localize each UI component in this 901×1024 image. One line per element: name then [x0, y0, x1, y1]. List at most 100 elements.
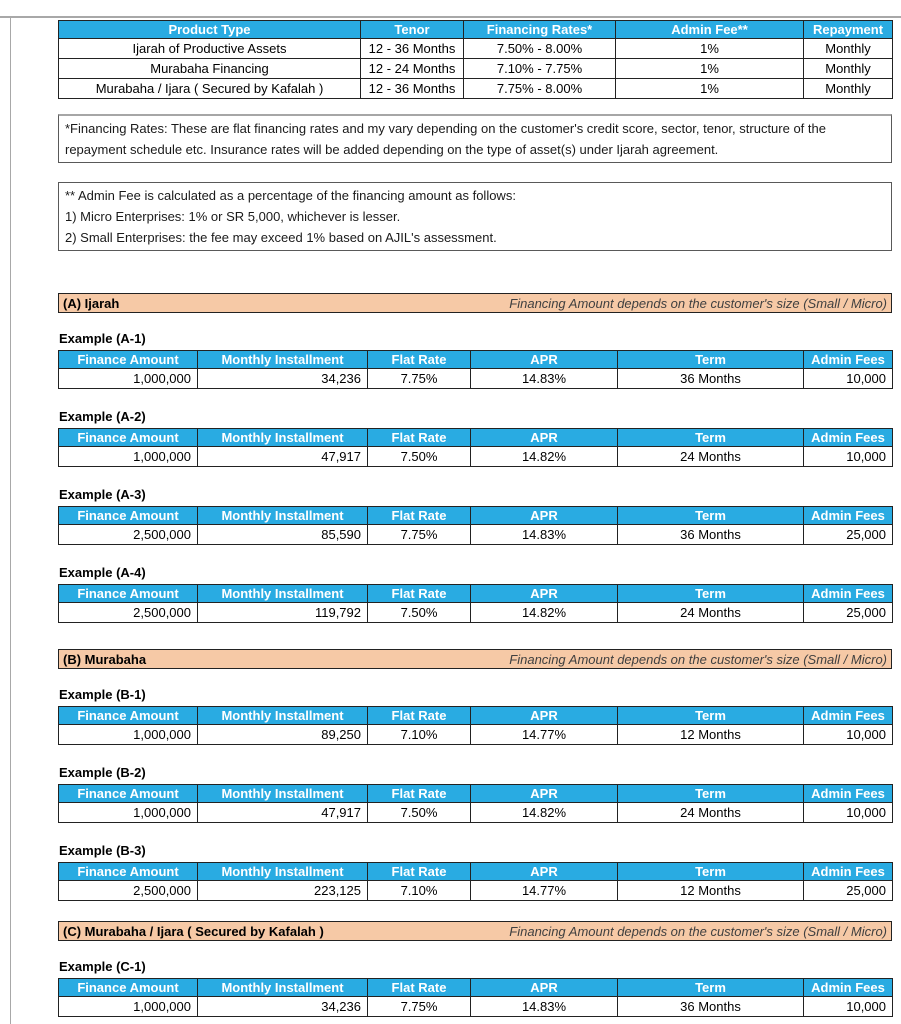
header-admin-fee: Admin Fee**: [615, 20, 804, 39]
table-row: Murabaha Financing 12 - 24 Months 7.10% …: [58, 58, 893, 79]
admin-fee-footnote: ** Admin Fee is calculated as a percenta…: [58, 182, 892, 251]
example-table: Finance Amount Monthly Installment Flat …: [58, 862, 893, 901]
cell-term: 36 Months: [617, 368, 804, 389]
page-break-line-horizontal: [0, 16, 901, 18]
products-table: Product Type Tenor Financing Rates* Admi…: [58, 20, 893, 99]
example-table: Finance Amount Monthly Installment Flat …: [58, 350, 893, 389]
header-admin-fees: Admin Fees: [803, 784, 893, 803]
header-term: Term: [617, 428, 804, 447]
cell-finance-amount: 1,000,000: [58, 368, 198, 389]
header-term: Term: [617, 584, 804, 603]
cell-finance-amount: 1,000,000: [58, 996, 198, 1017]
cell-financing-rates: 7.50% - 8.00%: [463, 38, 616, 59]
example-header-row: Finance Amount Monthly Installment Flat …: [58, 584, 893, 603]
header-flat-rate: Flat Rate: [367, 584, 471, 603]
cell-monthly-installment: 85,590: [197, 524, 368, 545]
cell-term: 36 Months: [617, 996, 804, 1017]
page-break-line-vertical: [10, 16, 11, 1024]
example-block-a1: Example (A-1) Finance Amount Monthly Ins…: [58, 331, 893, 389]
cell-flat-rate: 7.50%: [367, 446, 471, 467]
cell-apr: 14.82%: [470, 446, 618, 467]
cell-term: 24 Months: [617, 446, 804, 467]
header-monthly-installment: Monthly Installment: [197, 862, 368, 881]
cell-apr: 14.83%: [470, 368, 618, 389]
example-table: Finance Amount Monthly Installment Flat …: [58, 784, 893, 823]
cell-financing-rates: 7.10% - 7.75%: [463, 58, 616, 79]
cell-finance-amount: 2,500,000: [58, 602, 198, 623]
header-flat-rate: Flat Rate: [367, 978, 471, 997]
cell-admin-fee: 1%: [615, 58, 804, 79]
example-table: Finance Amount Monthly Installment Flat …: [58, 584, 893, 623]
header-admin-fees: Admin Fees: [803, 978, 893, 997]
header-financing-rates: Financing Rates*: [463, 20, 616, 39]
example-label: Example (A-2): [59, 409, 146, 424]
cell-admin-fees: 10,000: [803, 368, 893, 389]
example-label: Example (B-3): [59, 843, 146, 858]
cell-term: 24 Months: [617, 802, 804, 823]
header-repayment: Repayment: [803, 20, 893, 39]
cell-finance-amount: 1,000,000: [58, 802, 198, 823]
header-admin-fees: Admin Fees: [803, 706, 893, 725]
header-monthly-installment: Monthly Installment: [197, 584, 368, 603]
example-block-b2: Example (B-2) Finance Amount Monthly Ins…: [58, 765, 893, 823]
table-row: 1,000,000 47,917 7.50% 14.82% 24 Months …: [58, 446, 893, 467]
cell-finance-amount: 1,000,000: [58, 446, 198, 467]
section-band-murabaha-ijara-kafalah: (C) Murabaha / Ijara ( Secured by Kafala…: [58, 921, 892, 941]
header-finance-amount: Finance Amount: [58, 428, 198, 447]
header-admin-fees: Admin Fees: [803, 506, 893, 525]
header-flat-rate: Flat Rate: [367, 428, 471, 447]
header-apr: APR: [470, 978, 618, 997]
header-apr: APR: [470, 584, 618, 603]
example-header-row: Finance Amount Monthly Installment Flat …: [58, 784, 893, 803]
example-table: Finance Amount Monthly Installment Flat …: [58, 978, 893, 1017]
example-header-row: Finance Amount Monthly Installment Flat …: [58, 506, 893, 525]
example-block-a2: Example (A-2) Finance Amount Monthly Ins…: [58, 409, 893, 467]
header-monthly-installment: Monthly Installment: [197, 428, 368, 447]
cell-admin-fees: 25,000: [803, 880, 893, 901]
cell-term: 24 Months: [617, 602, 804, 623]
footnote-line: 2) Small Enterprises: the fee may exceed…: [65, 230, 497, 245]
cell-repayment: Monthly: [803, 78, 893, 99]
example-header-row: Finance Amount Monthly Installment Flat …: [58, 428, 893, 447]
cell-apr: 14.83%: [470, 524, 618, 545]
example-block-c1: Example (C-1) Finance Amount Monthly Ins…: [58, 959, 893, 1017]
header-admin-fees: Admin Fees: [803, 584, 893, 603]
table-row: 2,500,000 223,125 7.10% 14.77% 12 Months…: [58, 880, 893, 901]
cell-product-type: Ijarah of Productive Assets: [58, 38, 361, 59]
header-apr: APR: [470, 350, 618, 369]
header-term: Term: [617, 350, 804, 369]
cell-financing-rates: 7.75% - 8.00%: [463, 78, 616, 99]
cell-flat-rate: 7.50%: [367, 602, 471, 623]
cell-admin-fee: 1%: [615, 78, 804, 99]
cell-term: 12 Months: [617, 880, 804, 901]
table-row: 1,000,000 89,250 7.10% 14.77% 12 Months …: [58, 724, 893, 745]
cell-monthly-installment: 47,917: [197, 446, 368, 467]
table-row: 2,500,000 85,590 7.75% 14.83% 36 Months …: [58, 524, 893, 545]
table-row: 1,000,000 34,236 7.75% 14.83% 36 Months …: [58, 996, 893, 1017]
cell-monthly-installment: 119,792: [197, 602, 368, 623]
cell-apr: 14.77%: [470, 880, 618, 901]
cell-admin-fees: 25,000: [803, 602, 893, 623]
section-band-ijarah: (A) Ijarah Financing Amount depends on t…: [58, 293, 892, 313]
products-header-row: Product Type Tenor Financing Rates* Admi…: [58, 20, 893, 39]
cell-finance-amount: 2,500,000: [58, 880, 198, 901]
example-block-a3: Example (A-3) Finance Amount Monthly Ins…: [58, 487, 893, 545]
example-label: Example (B-1): [59, 687, 146, 702]
section-title: (B) Murabaha: [63, 651, 147, 667]
header-monthly-installment: Monthly Installment: [197, 784, 368, 803]
cell-finance-amount: 1,000,000: [58, 724, 198, 745]
cell-monthly-installment: 34,236: [197, 368, 368, 389]
cell-flat-rate: 7.75%: [367, 524, 471, 545]
section-note: Financing Amount depends on the customer…: [509, 295, 887, 311]
example-header-row: Finance Amount Monthly Installment Flat …: [58, 862, 893, 881]
example-label: Example (A-1): [59, 331, 146, 346]
header-flat-rate: Flat Rate: [367, 862, 471, 881]
footnote-text: *Financing Rates: These are flat financi…: [65, 121, 826, 157]
example-table: Finance Amount Monthly Installment Flat …: [58, 428, 893, 467]
header-finance-amount: Finance Amount: [58, 784, 198, 803]
cell-admin-fees: 10,000: [803, 446, 893, 467]
cell-monthly-installment: 34,236: [197, 996, 368, 1017]
example-block-b1: Example (B-1) Finance Amount Monthly Ins…: [58, 687, 893, 745]
cell-monthly-installment: 89,250: [197, 724, 368, 745]
cell-product-type: Murabaha Financing: [58, 58, 361, 79]
